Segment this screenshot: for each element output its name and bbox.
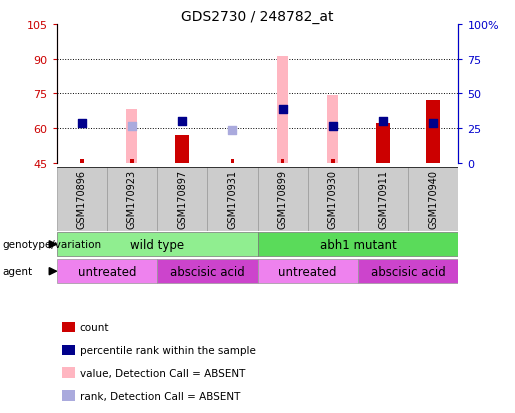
Text: untreated: untreated <box>78 265 136 278</box>
Text: GSM170923: GSM170923 <box>127 170 137 229</box>
Bar <box>207 167 258 231</box>
Bar <box>127 110 138 163</box>
Text: value, Detection Call = ABSENT: value, Detection Call = ABSENT <box>80 368 245 378</box>
Text: abscisic acid: abscisic acid <box>170 265 245 278</box>
Text: GSM170931: GSM170931 <box>228 170 237 229</box>
Text: GSM170911: GSM170911 <box>378 170 388 229</box>
Bar <box>80 160 83 163</box>
Bar <box>258 167 307 231</box>
Point <box>78 121 86 127</box>
Text: GSM170930: GSM170930 <box>328 170 338 229</box>
Text: abscisic acid: abscisic acid <box>371 265 445 278</box>
Bar <box>57 167 107 231</box>
Text: untreated: untreated <box>279 265 337 278</box>
Text: GSM170896: GSM170896 <box>77 170 87 229</box>
Point <box>279 107 287 114</box>
Bar <box>175 135 189 163</box>
Text: count: count <box>80 323 109 332</box>
Bar <box>358 167 408 231</box>
Point <box>228 128 236 134</box>
Bar <box>331 160 335 163</box>
Bar <box>408 167 458 231</box>
Point <box>178 119 186 125</box>
Bar <box>358 259 458 284</box>
Bar <box>277 57 288 163</box>
Text: GSM170899: GSM170899 <box>278 170 287 229</box>
Bar <box>157 167 207 231</box>
Text: agent: agent <box>3 266 32 277</box>
Text: genotype/variation: genotype/variation <box>3 240 101 250</box>
Text: percentile rank within the sample: percentile rank within the sample <box>80 345 256 355</box>
Bar <box>258 233 458 257</box>
Bar <box>57 259 157 284</box>
Text: GSM170940: GSM170940 <box>428 170 438 229</box>
Bar <box>157 259 258 284</box>
Text: rank, Detection Call = ABSENT: rank, Detection Call = ABSENT <box>80 391 240 401</box>
Point <box>379 119 387 125</box>
Bar <box>376 124 390 163</box>
Text: abh1 mutant: abh1 mutant <box>319 238 397 251</box>
Bar <box>57 233 258 257</box>
Bar <box>258 259 358 284</box>
Bar <box>328 96 338 163</box>
Bar <box>107 167 157 231</box>
Title: GDS2730 / 248782_at: GDS2730 / 248782_at <box>181 10 334 24</box>
Text: GSM170897: GSM170897 <box>177 170 187 229</box>
Bar <box>281 160 284 163</box>
Point <box>429 121 437 127</box>
Bar <box>308 167 358 231</box>
Point <box>128 123 136 130</box>
Text: wild type: wild type <box>130 238 184 251</box>
Bar <box>426 101 440 163</box>
Bar <box>130 160 134 163</box>
Bar <box>231 160 234 163</box>
Point <box>329 123 337 130</box>
